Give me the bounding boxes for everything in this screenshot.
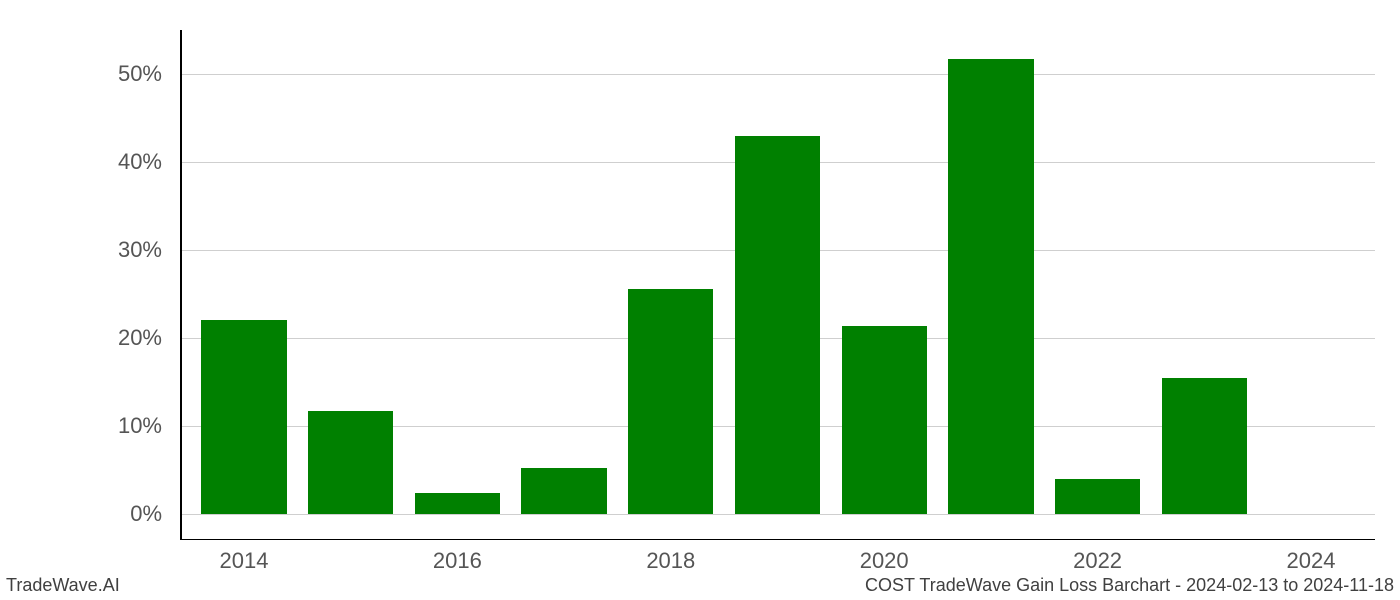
bar bbox=[521, 468, 606, 514]
bar bbox=[308, 411, 393, 514]
bar bbox=[1055, 479, 1140, 513]
bar bbox=[1162, 378, 1247, 513]
y-tick-label: 0% bbox=[0, 501, 162, 527]
bar bbox=[735, 136, 820, 514]
bar bbox=[415, 493, 500, 513]
footer-left-label: TradeWave.AI bbox=[6, 575, 120, 596]
x-tick-label: 2018 bbox=[646, 548, 695, 574]
x-tick-label: 2020 bbox=[860, 548, 909, 574]
footer-right-label: COST TradeWave Gain Loss Barchart - 2024… bbox=[865, 575, 1394, 596]
x-tick-label: 2016 bbox=[433, 548, 482, 574]
x-tick-label: 2014 bbox=[220, 548, 269, 574]
gain-loss-barchart: 0% 10% 20% 30% 40% 50% 2014 2016 2018 2020 2022 20… bbox=[0, 0, 1400, 600]
plot-area bbox=[180, 30, 1375, 540]
y-tick-label: 30% bbox=[0, 237, 162, 263]
y-tick-label: 10% bbox=[0, 413, 162, 439]
x-tick-label: 2024 bbox=[1286, 548, 1335, 574]
gridline bbox=[180, 74, 1375, 75]
gridline bbox=[180, 514, 1375, 515]
bar bbox=[842, 326, 927, 513]
x-tick-label: 2022 bbox=[1073, 548, 1122, 574]
bar bbox=[948, 59, 1033, 514]
y-tick-label: 50% bbox=[0, 61, 162, 87]
y-tick-label: 40% bbox=[0, 149, 162, 175]
x-axis-line bbox=[180, 539, 1375, 541]
bar bbox=[628, 289, 713, 513]
y-tick-label: 20% bbox=[0, 325, 162, 351]
y-axis-line bbox=[180, 30, 182, 540]
bar bbox=[201, 320, 286, 513]
